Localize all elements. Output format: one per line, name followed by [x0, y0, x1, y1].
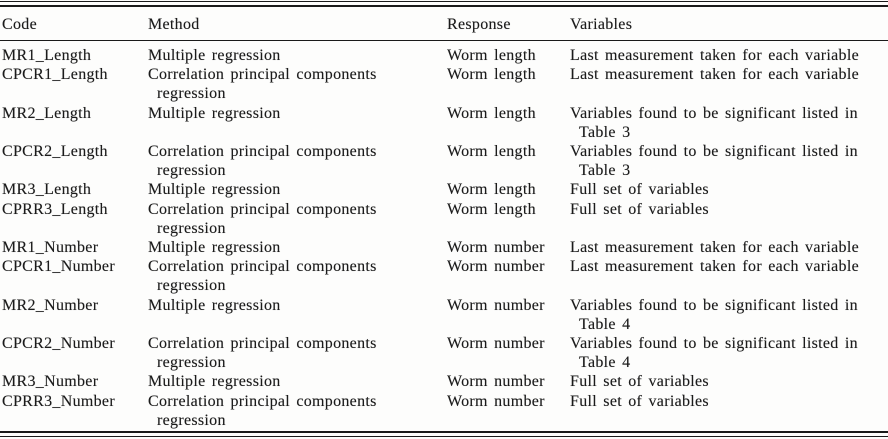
table-row: MR3_Length Multiple regression Worm leng…: [0, 180, 888, 199]
cell-variables: Full set of variables: [570, 392, 709, 410]
table-row: CPCR2_Number Correlation principal compo…: [0, 334, 888, 372]
cell-response: Worm length: [447, 181, 536, 199]
cell-variables: Last measurement taken for each variable: [570, 239, 859, 257]
cell-method: Multiple regression: [148, 296, 281, 314]
cell-response: Worm number: [447, 392, 545, 410]
table-row: MR2_Number Multiple regression Worm numb…: [0, 296, 888, 334]
table-row: CPRR3_Number Correlation principal compo…: [0, 392, 888, 430]
table-row: MR1_Number Multiple regression Worm numb…: [0, 238, 888, 257]
column-header-response: Response: [447, 7, 570, 41]
cell-variables: Last measurement taken for each variable: [570, 258, 859, 276]
cell-variables: Full set of variables: [570, 373, 709, 391]
cell-response: Worm number: [447, 335, 545, 353]
cell-code: MR3_Number: [2, 373, 99, 391]
column-header-method: Method: [148, 7, 447, 41]
table-row: MR2_Length Multiple regression Worm leng…: [0, 104, 888, 142]
cell-variables: Last measurement taken for each variable: [570, 66, 859, 84]
cell-code: MR1_Length: [2, 47, 92, 64]
table-top-double-rule: [0, 1, 888, 7]
cell-method: Correlation principal components regress…: [148, 258, 377, 295]
table-row: CPCR1_Number Correlation principal compo…: [0, 257, 888, 295]
table-row: CPRR3_Length Correlation principal compo…: [0, 200, 888, 238]
cell-method: Multiple regression: [148, 104, 281, 122]
cell-code: MR2_Length: [2, 104, 92, 122]
cell-variables: Last measurement taken for each variable: [570, 47, 859, 64]
table-row: MR1_Length Multiple regression Worm leng…: [0, 41, 888, 66]
cell-response: Worm number: [447, 239, 545, 257]
cell-code: CPCR1_Length: [2, 66, 108, 84]
cell-response: Worm number: [447, 373, 545, 391]
table-row: MR3_Number Multiple regression Worm numb…: [0, 372, 888, 391]
column-header-code: Code: [0, 7, 148, 41]
header-row: Code Method Response Variables: [0, 7, 888, 41]
cell-method: Correlation principal components regress…: [148, 335, 377, 372]
table-bottom-double-rule: [0, 431, 888, 438]
cell-method: Multiple regression: [148, 373, 281, 391]
cell-code: CPCR2_Number: [2, 335, 115, 353]
cell-variables: Full set of variables: [570, 200, 709, 218]
cell-method: Multiple regression: [148, 239, 281, 257]
table-row: CPCR2_Length Correlation principal compo…: [0, 142, 888, 180]
cell-response: Worm length: [447, 143, 536, 161]
cell-code: MR3_Length: [2, 181, 92, 199]
cell-method: Correlation principal components regress…: [148, 143, 377, 180]
cell-response: Worm length: [447, 104, 536, 122]
cell-method: Correlation principal components regress…: [148, 66, 377, 103]
table-header: Code Method Response Variables: [0, 7, 888, 41]
cell-variables: Full set of variables: [570, 181, 709, 199]
cell-code: MR1_Number: [2, 239, 99, 257]
cell-code: MR2_Number: [2, 296, 99, 314]
table-body: MR1_Length Multiple regression Worm leng…: [0, 41, 888, 431]
cell-method: Correlation principal components regress…: [148, 200, 377, 237]
cell-method: Correlation principal components regress…: [148, 392, 377, 429]
cell-variables: Variables found to be significant listed…: [570, 104, 858, 141]
cell-code: CPCR2_Length: [2, 143, 108, 161]
cell-code: CPRR3_Length: [2, 200, 108, 218]
cell-variables: Variables found to be significant listed…: [570, 335, 858, 372]
cell-response: Worm number: [447, 296, 545, 314]
cell-response: Worm length: [447, 66, 536, 84]
cell-response: Worm length: [447, 200, 536, 218]
cell-method: Multiple regression: [148, 47, 281, 64]
cell-response: Worm length: [447, 47, 536, 64]
model-codes-table: Code Method Response Variables MR1_Lengt…: [0, 7, 888, 430]
cell-variables: Variables found to be significant listed…: [570, 296, 858, 333]
cell-method: Multiple regression: [148, 181, 281, 199]
table-row: CPCR1_Length Correlation principal compo…: [0, 65, 888, 103]
cell-variables: Variables found to be significant listed…: [570, 143, 858, 180]
cell-code: CPRR3_Number: [2, 392, 115, 410]
cell-response: Worm number: [447, 258, 545, 276]
column-header-variables: Variables: [570, 7, 888, 41]
cell-code: CPCR1_Number: [2, 258, 115, 276]
